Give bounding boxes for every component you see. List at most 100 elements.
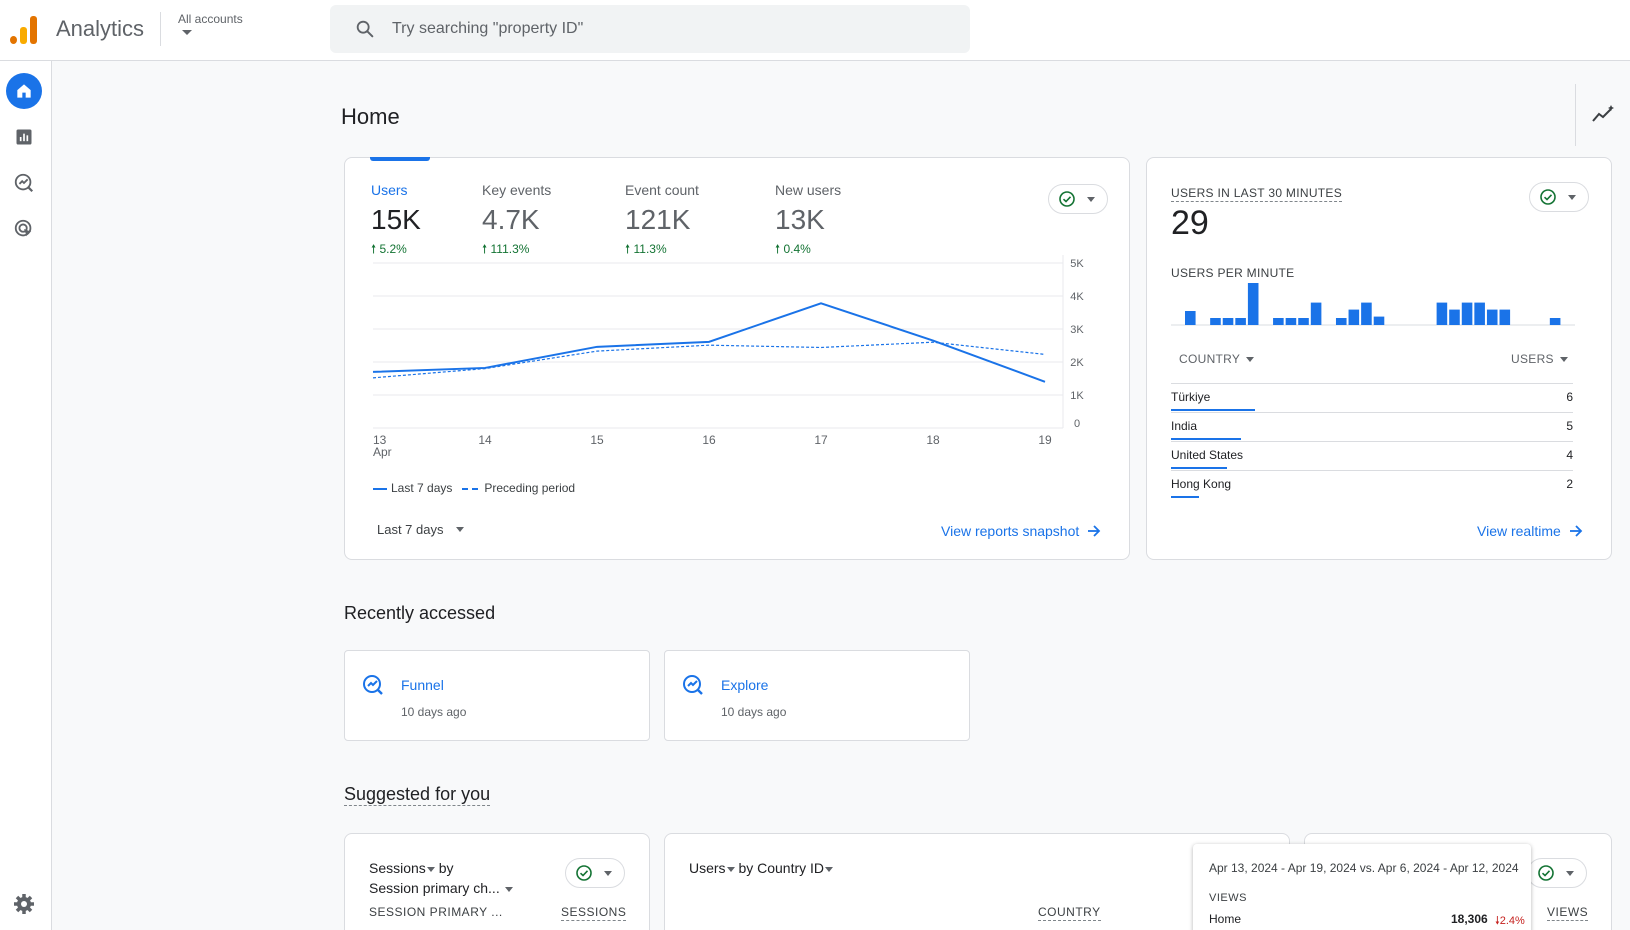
minute-bar[interactable]: [1247, 283, 1259, 325]
tooltip-dates: Apr 13, 2024 - Apr 19, 2024 vs. Apr 6, 2…: [1209, 861, 1519, 875]
card-status-menu[interactable]: [565, 858, 625, 888]
settings-button[interactable]: [12, 892, 36, 921]
account-selector[interactable]: All accounts: [178, 12, 243, 35]
minute-bar[interactable]: [1285, 318, 1297, 325]
home-icon: [17, 84, 31, 98]
minute-bar[interactable]: [1361, 302, 1372, 325]
selected-tab-indicator: [370, 157, 430, 161]
realtime-value: 29: [1171, 204, 1209, 242]
minute-bar[interactable]: [1310, 302, 1322, 325]
link-label: View reports snapshot: [941, 523, 1080, 539]
realtime-heading[interactable]: USERS IN LAST 30 MINUTES: [1171, 186, 1343, 202]
minute-bar[interactable]: [1461, 302, 1473, 325]
minute-bar[interactable]: [1449, 309, 1460, 325]
y-tick-label: 5K: [1070, 258, 1084, 270]
metric-value: 15K: [371, 204, 421, 235]
minute-bar[interactable]: [1436, 302, 1448, 325]
share-bar: [1171, 467, 1228, 469]
date-range-selector[interactable]: Last 7 days: [377, 522, 464, 537]
metric-delta-value: 111.3%: [490, 242, 530, 256]
nav-explore[interactable]: [6, 165, 42, 201]
recent-item-explore[interactable]: Explore 10 days ago: [664, 650, 970, 741]
country-users: 4: [1566, 448, 1573, 462]
realtime-status-menu[interactable]: [1529, 182, 1589, 212]
y-tick-label: 4K: [1070, 291, 1084, 303]
chevron-down-icon: [1568, 194, 1576, 200]
recent-item-name: Funnel: [401, 677, 444, 693]
analytics-logo-icon[interactable]: [10, 14, 38, 44]
metric-key-events[interactable]: Key events 4.7K 🠕 111.3%: [482, 182, 551, 261]
arrow-right-icon: [1569, 525, 1583, 537]
chart-tooltip: Apr 13, 2024 - Apr 19, 2024 vs. Apr 6, 2…: [1193, 844, 1531, 930]
bar-chart-icon: [16, 129, 32, 145]
column-header-country[interactable]: COUNTRY: [1038, 905, 1101, 921]
nav-reports[interactable]: [6, 119, 42, 155]
minute-bar[interactable]: [1499, 309, 1511, 325]
nav-home[interactable]: [6, 73, 42, 109]
x-tick-label: 13: [373, 433, 387, 447]
table-row[interactable]: Türkiye 6: [1171, 383, 1573, 411]
minute-bar[interactable]: [1235, 318, 1246, 325]
search-bar[interactable]: [330, 5, 970, 53]
minute-bar[interactable]: [1222, 318, 1234, 325]
recent-item-name: Explore: [721, 677, 769, 693]
series-line-current[interactable]: [372, 302, 1046, 383]
minute-bar[interactable]: [1373, 316, 1385, 325]
recent-item-funnel[interactable]: Funnel 10 days ago: [344, 650, 650, 741]
insights-button[interactable]: [1575, 84, 1630, 146]
metric-event-count[interactable]: Event count 121K 🠕 11.3%: [625, 182, 699, 261]
metric-selector[interactable]: Sessions: [369, 860, 426, 876]
dimension-selector[interactable]: by Country ID: [734, 860, 825, 876]
users-column-header[interactable]: USERS: [1511, 352, 1568, 366]
card-status-menu[interactable]: [1527, 858, 1587, 888]
metric-value: 13K: [775, 204, 825, 235]
chevron-down-icon: [604, 870, 612, 876]
column-header-dimension[interactable]: SESSION PRIMARY ...: [369, 905, 503, 919]
card-title[interactable]: Users by Country ID: [689, 858, 834, 878]
country-column-header[interactable]: COUNTRY: [1179, 352, 1255, 366]
dimension-selector[interactable]: Session primary ch...: [369, 880, 500, 896]
metric-users[interactable]: Users 15K 🠕 5.2%: [371, 182, 421, 261]
minute-bar[interactable]: [1210, 318, 1221, 325]
column-header-sessions[interactable]: SESSIONS: [561, 905, 627, 921]
chevron-down-icon: [1559, 356, 1568, 362]
card-title[interactable]: Sessions by Session primary ch...: [369, 858, 513, 898]
minute-bar[interactable]: [1298, 318, 1309, 325]
minute-bar[interactable]: [1335, 318, 1347, 325]
check-circle-icon: [1540, 189, 1556, 205]
minute-bar[interactable]: [1549, 318, 1561, 325]
suggested-title[interactable]: Suggested for you: [344, 784, 491, 806]
table-row[interactable]: Hong Kong 2: [1171, 470, 1573, 498]
minute-bar[interactable]: [1486, 309, 1498, 325]
minute-bar[interactable]: [1273, 318, 1284, 325]
y-tick-label: 1K: [1070, 390, 1084, 402]
overview-card: Users 15K 🠕 5.2% Key events 4.7K 🠕 111.3…: [344, 157, 1130, 560]
y-tick-label: 0: [1074, 418, 1080, 430]
x-tick-sublabel: Apr: [373, 445, 392, 459]
minute-bar[interactable]: [1185, 311, 1196, 325]
recent-item-time: 10 days ago: [401, 705, 467, 719]
minute-bar[interactable]: [1474, 302, 1485, 325]
metric-new-users[interactable]: New users 13K 🠕 0.4%: [775, 182, 841, 261]
view-reports-snapshot-link[interactable]: View reports snapshot: [941, 523, 1101, 539]
metric-selector[interactable]: Users: [689, 860, 726, 876]
view-realtime-link[interactable]: View realtime: [1477, 523, 1583, 539]
app-title[interactable]: Analytics: [56, 16, 145, 41]
table-row[interactable]: United States 4: [1171, 441, 1573, 469]
share-bar: [1171, 438, 1241, 440]
share-bar: [1171, 409, 1255, 411]
explore-icon: [363, 675, 383, 695]
arrow-up-icon: 🠕: [625, 242, 631, 256]
nav-advertising[interactable]: [6, 211, 42, 247]
table-row[interactable]: India 5: [1171, 412, 1573, 440]
series-line-previous[interactable]: [372, 341, 1046, 379]
explore-icon: [14, 173, 34, 193]
column-header-views[interactable]: VIEWS: [1547, 905, 1589, 921]
chevron-down-icon: [1087, 196, 1095, 202]
country-users: 2: [1566, 477, 1573, 491]
top-bar: Analytics All accounts: [0, 0, 1630, 61]
country-users: 6: [1566, 390, 1573, 404]
minute-bar[interactable]: [1348, 309, 1360, 325]
card-status-menu[interactable]: [1048, 184, 1108, 214]
search-input[interactable]: [392, 5, 952, 53]
